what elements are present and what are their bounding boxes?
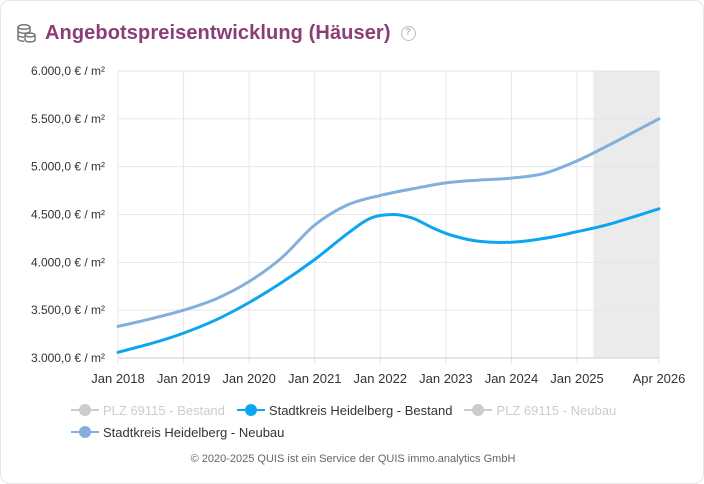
y-tick-label: 6.000,0 € / m² <box>31 64 105 78</box>
x-tick-label: Jan 2018 <box>91 371 145 386</box>
legend-marker-icon <box>71 426 99 438</box>
x-tick-label: Jan 2023 <box>419 371 473 386</box>
legend-marker-icon <box>236 404 265 416</box>
x-tick-label: Jan 2021 <box>288 371 342 386</box>
x-tick-label: Jan 2025 <box>550 371 604 386</box>
x-tick-label: Jan 2022 <box>354 371 408 386</box>
series-line-stadtkreis-heidelberg-neubau <box>116 117 661 328</box>
x-tick-label: Apr 2026 <box>633 371 686 386</box>
y-tick-label: 4.500,0 € / m² <box>31 208 105 222</box>
legend-marker-icon <box>464 404 493 416</box>
help-icon[interactable]: ? <box>400 25 416 41</box>
x-tick-label: Jan 2019 <box>157 371 211 386</box>
legend-label: Stadtkreis Heidelberg - Neubau <box>103 424 285 440</box>
legend-label: PLZ 69115 - Neubau <box>496 402 617 418</box>
legend-item-plz-neubau[interactable]: PLZ 69115 - Neubau <box>464 403 616 418</box>
legend-item-heidelberg-neubau[interactable]: Stadtkreis Heidelberg - Neubau <box>71 425 284 440</box>
chart-legend: PLZ 69115 - Bestand Stadtkreis Heidelber… <box>71 399 671 443</box>
legend-label: Stadtkreis Heidelberg - Bestand <box>268 402 453 418</box>
y-tick-label: 3.500,0 € / m² <box>31 303 105 317</box>
legend-label: PLZ 69115 - Bestand <box>103 402 225 418</box>
y-tick-label: 3.000,0 € / m² <box>31 351 105 365</box>
y-tick-label: 4.000,0 € / m² <box>31 255 105 269</box>
y-tick-label: 5.500,0 € / m² <box>31 112 105 126</box>
copyright-footer: © 2020-2025 QUIS ist ein Service der QUI… <box>190 453 516 465</box>
x-tick-label: Jan 2020 <box>222 371 276 386</box>
chart-header: Angebotspreisentwicklung (Häuser) ? <box>15 19 416 47</box>
y-tick-label: 5.000,0 € / m² <box>31 160 105 174</box>
legend-marker-icon <box>71 404 99 416</box>
x-tick-label: Jan 2024 <box>485 371 539 386</box>
price-chart: 3.000,0 € / m² 3.500,0 € / m² 4.000,0 € / … <box>31 64 686 386</box>
series-line-stadtkreis-heidelberg-bestand <box>116 207 661 354</box>
chart-title: Angebotspreisentwicklung (Häuser) <box>45 21 391 44</box>
legend-item-heidelberg-bestand[interactable]: Stadtkreis Heidelberg - Bestand <box>236 402 453 418</box>
legend-item-plz-bestand[interactable]: PLZ 69115 - Bestand <box>71 403 225 418</box>
coin-stack-icon <box>17 24 36 43</box>
